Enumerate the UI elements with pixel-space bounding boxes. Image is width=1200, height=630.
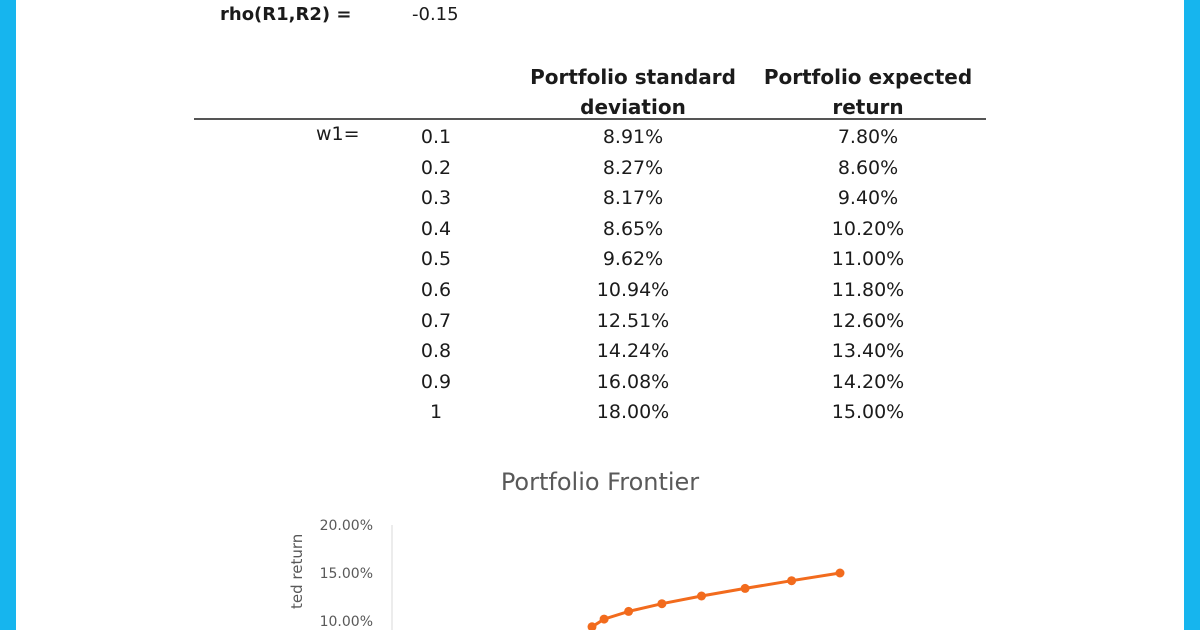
cell-std-dev: 16.08%: [596, 370, 670, 393]
data-table: 0.1 8.91% 7.80% 0.2 8.27% 8.60% 0.3 8.17% 9.40…: [0, 122, 1200, 428]
cell-expected-return: 11.80%: [831, 278, 905, 301]
cell-std-dev: 9.62%: [602, 248, 664, 271]
cell-expected-return: 11.00%: [831, 248, 905, 271]
header-portfolio-expected-return: Portfolio expected return: [753, 62, 983, 122]
w1-label: w1=: [316, 123, 360, 145]
y-tick-labels: 20.00% 15.00% 10.00%: [320, 518, 373, 630]
cell-weight: 0.3: [420, 187, 452, 210]
header-er-line-2: return: [832, 95, 904, 119]
table-row: 0.6 10.94% 11.80%: [0, 275, 1200, 306]
y-tick-label: 20.00%: [320, 518, 373, 534]
data-point: [740, 583, 750, 593]
cell-weight: 0.4: [420, 217, 452, 240]
table-row: 1 18.00% 15.00%: [0, 397, 1200, 428]
table-row: 0.4 8.65% 10.20%: [0, 214, 1200, 245]
table-row: 0.2 8.27% 8.60%: [0, 153, 1200, 184]
cell-std-dev: 10.94%: [596, 278, 670, 301]
data-point: [587, 622, 597, 630]
data-point: [624, 606, 634, 616]
cell-weight: 0.9: [420, 370, 452, 393]
data-point: [657, 599, 667, 609]
y-tick-label: 15.00%: [320, 566, 373, 582]
data-point: [697, 591, 706, 601]
header-sd-line-2: deviation: [580, 95, 686, 119]
cell-std-dev: 8.17%: [602, 187, 664, 210]
series-line: [590, 571, 841, 630]
cell-std-dev: 12.51%: [596, 309, 670, 332]
cell-std-dev: 8.91%: [602, 126, 664, 148]
cell-expected-return: 9.40%: [837, 187, 899, 210]
cell-weight: 0.2: [420, 156, 452, 179]
table-row: 0.1 8.91% 7.80%: [0, 122, 1200, 153]
cell-weight: 0.1: [420, 126, 452, 148]
rho-label: rho(R1,R2) =: [220, 4, 352, 25]
cell-std-dev: 18.00%: [596, 401, 670, 424]
header-er-line-1: Portfolio expected: [763, 65, 973, 89]
cell-std-dev: 14.24%: [596, 340, 670, 363]
cell-weight: 1: [429, 401, 443, 424]
header-portfolio-standard-deviation: Portfolio standard deviation: [518, 62, 748, 122]
y-tick-label: 10.00%: [320, 614, 373, 630]
cell-std-dev: 8.65%: [602, 217, 664, 240]
cell-expected-return: 15.00%: [831, 401, 905, 424]
cell-weight: 0.6: [420, 278, 452, 301]
table-row: 0.7 12.51% 12.60%: [0, 306, 1200, 337]
series-points: [587, 568, 845, 630]
frame-right: [1184, 0, 1200, 630]
table-row: 0.3 8.17% 9.40%: [0, 183, 1200, 214]
data-point: [599, 614, 609, 624]
cell-expected-return: 8.60%: [837, 156, 899, 179]
cell-expected-return: 14.20%: [831, 370, 905, 393]
header-rule: [194, 118, 986, 120]
data-point: [835, 568, 845, 578]
data-point: [787, 576, 797, 586]
cell-std-dev: 8.27%: [602, 156, 664, 179]
cell-expected-return: 7.80%: [837, 126, 899, 148]
cell-weight: 0.8: [420, 340, 452, 363]
header-sd-line-1: Portfolio standard: [530, 65, 736, 89]
table-row: 0.5 9.62% 11.00%: [0, 244, 1200, 275]
y-axis-label: ted return: [288, 534, 306, 609]
table-row: 0.9 16.08% 14.20%: [0, 367, 1200, 398]
rho-value: -0.15: [412, 4, 459, 25]
cell-expected-return: 12.60%: [831, 309, 905, 332]
portfolio-frontier-chart: 20.00% 15.00% 10.00% ted return: [288, 518, 845, 630]
cell-expected-return: 10.20%: [831, 217, 905, 240]
frame-left: [0, 0, 16, 630]
cell-weight: 0.5: [420, 248, 452, 271]
table-row: 0.8 14.24% 13.40%: [0, 336, 1200, 367]
cell-expected-return: 13.40%: [831, 340, 905, 363]
cell-weight: 0.7: [420, 309, 452, 332]
chart-title: Portfolio Frontier: [500, 468, 700, 496]
